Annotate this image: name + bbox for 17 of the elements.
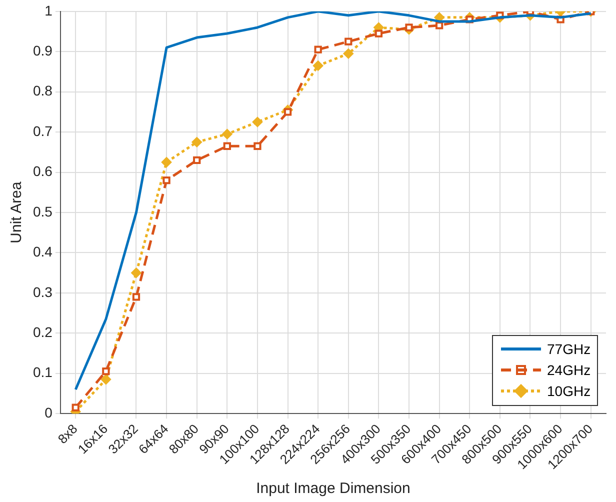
y-axis-title: Unit Area (8, 180, 26, 244)
y-tick-label: 0.7 (32, 122, 53, 139)
legend-label: 10GHz (547, 383, 591, 400)
y-tick-label: 0.4 (32, 244, 53, 260)
y-tick-label: 0.2 (32, 324, 53, 340)
legend-label: 77GHz (547, 341, 591, 358)
y-tick-label: 0.3 (32, 284, 53, 300)
y-tick-label: 0.5 (32, 203, 53, 220)
legend-label: 24GHz (547, 362, 591, 378)
y-tick-label: 0.8 (32, 82, 53, 99)
y-tick-label: 0.6 (32, 163, 53, 180)
y-tick-label: 0 (44, 404, 53, 420)
y-tick-label: 0.9 (32, 42, 53, 58)
y-tick-label: 0.1 (32, 364, 53, 380)
x-axis-title: Input Image Dimension (256, 480, 410, 498)
x-tick-label: 8x8 (54, 421, 80, 447)
y-tick-label: 1 (44, 2, 53, 18)
